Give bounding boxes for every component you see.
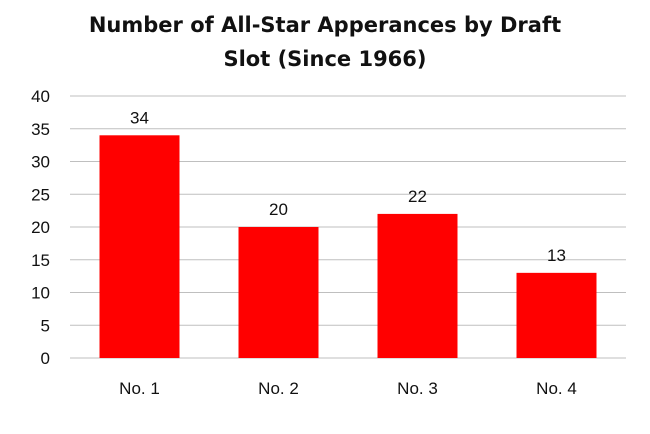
bar-4 — [516, 272, 597, 358]
x-tick-label: No. 4 — [536, 379, 577, 398]
data-label: 22 — [408, 187, 427, 206]
x-tick-label: No. 1 — [119, 379, 160, 398]
data-label: 20 — [269, 200, 288, 219]
chart-title: Number of All-Star Apperances by Draft S… — [0, 8, 650, 76]
y-tick-label: 0 — [41, 349, 50, 368]
data-label: 34 — [130, 108, 149, 127]
bar-3 — [377, 213, 458, 358]
y-tick-label: 5 — [41, 316, 50, 335]
chart-title-line-1: Number of All-Star Apperances by Draft — [88, 13, 562, 37]
y-tick-label: 10 — [31, 284, 50, 303]
data-labels: 34 20 22 13 — [130, 108, 566, 265]
chart-title-line-2: Slot (Since 1966) — [223, 47, 427, 71]
bar-2 — [238, 227, 319, 358]
y-tick-label: 35 — [31, 120, 50, 139]
x-tick-label: No. 3 — [397, 379, 438, 398]
data-label: 13 — [547, 246, 566, 265]
y-tick-label: 40 — [31, 87, 50, 106]
y-axis-ticks: 0 5 10 15 20 25 30 35 40 — [31, 87, 50, 368]
y-tick-label: 25 — [31, 185, 50, 204]
x-axis-ticks: No. 1 No. 2 No. 3 No. 4 — [119, 379, 577, 398]
y-tick-label: 20 — [31, 218, 50, 237]
bar-1 — [99, 135, 180, 358]
x-tick-label: No. 2 — [258, 379, 299, 398]
y-tick-label: 15 — [31, 251, 50, 270]
y-tick-label: 30 — [31, 153, 50, 172]
bars — [99, 135, 597, 358]
